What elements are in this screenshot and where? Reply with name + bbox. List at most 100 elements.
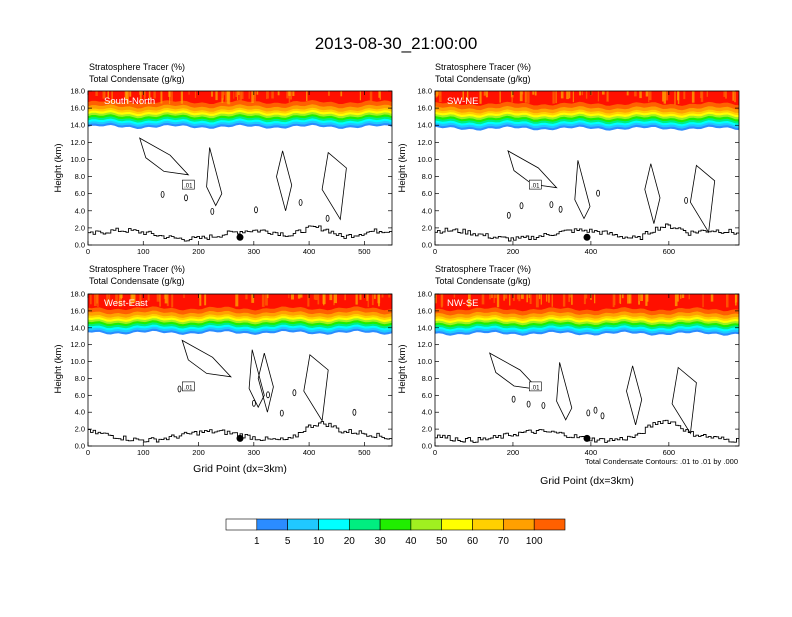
y-tick-label: 0.0 <box>75 241 85 250</box>
tracer-streak <box>706 91 708 97</box>
tracer-streak <box>377 294 381 304</box>
tracer-streak <box>139 91 142 105</box>
y-tick-label: 18.0 <box>70 87 85 96</box>
y-tick-label: 14.0 <box>417 121 432 130</box>
tracer-streak <box>663 91 666 104</box>
tracer-band <box>435 294 739 312</box>
tracer-streak <box>691 91 695 103</box>
tracer-streak <box>440 294 442 308</box>
tracer-streak <box>129 91 132 97</box>
tracer-streak <box>535 294 539 308</box>
condensate-contour <box>574 160 591 220</box>
tracer-streak <box>215 91 218 101</box>
y-tick-label: 0.0 <box>422 241 432 250</box>
colorbar-swatch <box>225 518 258 531</box>
tracer-streak <box>529 294 532 304</box>
contour-label: .01 <box>184 184 193 190</box>
tracer-streak <box>261 294 265 307</box>
condensate-contour-cell <box>177 385 182 393</box>
tracer-streak <box>286 91 289 99</box>
panel-west-east: Stratosphere Tracer (%) Total Condensate… <box>53 264 393 475</box>
colorbar-swatch <box>318 518 350 531</box>
tracer-streak <box>317 294 320 305</box>
tracer-streak <box>329 294 333 301</box>
location-marker <box>583 233 591 241</box>
y-tick-label: 14.0 <box>70 323 85 332</box>
tracer-streak <box>674 91 676 105</box>
tracer-streak <box>108 294 111 303</box>
colorbar-label: 40 <box>405 536 417 547</box>
tracer-streak <box>344 294 346 301</box>
condensate-contour-cell <box>506 211 511 219</box>
tracer-streak <box>120 294 122 299</box>
tracer-streak <box>199 294 202 306</box>
tracer-streak <box>307 294 310 307</box>
y-tick-label: 4.0 <box>422 408 432 417</box>
colorbar-label: 1 <box>254 536 260 547</box>
panel-2-ylabel: Height (km) <box>397 143 408 192</box>
tracer-streak <box>323 294 325 306</box>
tracer-streak <box>496 294 500 308</box>
panel-3-header-condensate: Total Condensate (g/kg) <box>89 276 185 286</box>
tracer-streak <box>313 294 316 300</box>
tracer-streak <box>548 294 550 303</box>
tracer-streak <box>107 91 109 99</box>
tracer-streak <box>103 91 106 99</box>
y-tick-label: 18.0 <box>417 290 432 299</box>
tracer-streak <box>334 294 337 304</box>
colorbar-swatch <box>379 518 412 531</box>
contour-label: .01 <box>531 184 540 190</box>
tracer-streak <box>562 294 566 307</box>
y-tick-label: 16.0 <box>417 306 432 315</box>
tracer-streak <box>371 294 374 306</box>
condensate-contour <box>671 366 697 435</box>
y-tick-label: 18.0 <box>70 290 85 299</box>
tracer-streak <box>453 294 456 298</box>
terrain-line <box>435 223 739 242</box>
tracer-streak <box>568 294 571 302</box>
tracer-streak <box>226 91 230 101</box>
tracer-streak <box>634 91 637 97</box>
tracer-streak <box>171 294 174 308</box>
panel-nw-se: Stratosphere Tracer (%) Total Condensate… <box>397 264 740 487</box>
tracer-streak <box>571 294 573 305</box>
condensate-contour-cell <box>254 206 258 214</box>
condensate-contour <box>489 352 540 390</box>
y-tick-label: 12.0 <box>417 340 432 349</box>
y-tick-label: 12.0 <box>70 340 85 349</box>
condensate-contour <box>257 352 274 413</box>
tracer-streak <box>148 91 151 100</box>
x-tick-label: 500 <box>358 247 371 256</box>
y-tick-label: 4.0 <box>75 408 85 417</box>
tracer-streak <box>569 91 571 99</box>
tracer-streak <box>540 294 542 305</box>
tracer-streak <box>466 91 469 102</box>
tracer-streak <box>726 294 729 308</box>
condensate-contour-cell <box>519 202 524 210</box>
tracer-streak <box>619 294 622 304</box>
tracer-streak <box>130 294 133 305</box>
tracer-streak <box>734 294 736 303</box>
colorbar-swatch <box>256 518 288 531</box>
plot-frame <box>87 90 393 246</box>
x-tick-label: 0 <box>86 247 90 256</box>
tracer-streak <box>340 91 343 97</box>
condensate-contour-cell <box>251 399 256 407</box>
tracer-streak <box>435 294 437 304</box>
x-tick-label: 600 <box>663 247 676 256</box>
tracer-streak <box>221 91 225 96</box>
tracer-streak <box>648 91 650 103</box>
colorbar-label: 70 <box>498 536 510 547</box>
tracer-streak <box>164 294 168 304</box>
y-tick-label: 10.0 <box>70 155 85 164</box>
tracer-streak <box>509 294 511 306</box>
tracer-streak <box>645 294 648 306</box>
tracer-streak <box>674 294 678 307</box>
condensate-contour-cell <box>586 409 591 417</box>
panel-2-header-condensate: Total Condensate (g/kg) <box>435 74 531 84</box>
y-tick-label: 8.0 <box>75 172 85 181</box>
panel-2-plot: .01 0.0 2.0 4.0 6.0 8.0 10.0 12.0 14.0 16.0 18.0 0 2… <box>417 87 740 256</box>
tracer-streak <box>369 91 373 104</box>
tracer-streak <box>581 91 583 96</box>
